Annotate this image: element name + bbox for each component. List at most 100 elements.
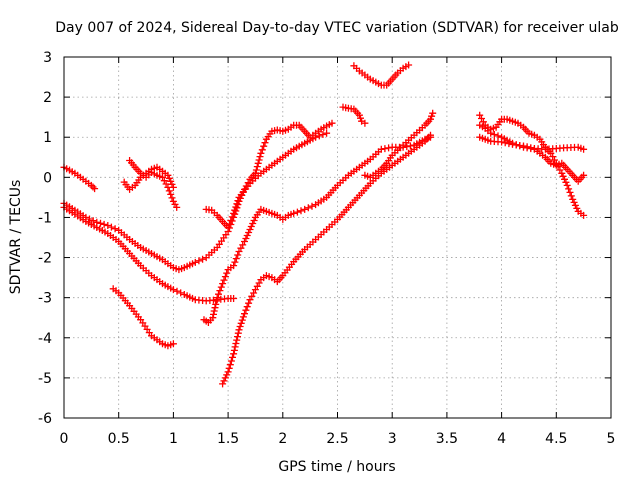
data-point-marker bbox=[199, 255, 207, 263]
data-point-marker bbox=[312, 133, 320, 141]
series-arc-k bbox=[350, 61, 413, 89]
series-arc-l bbox=[361, 109, 437, 181]
data-point-marker bbox=[217, 283, 225, 291]
y-tick-label: 2 bbox=[43, 90, 52, 106]
data-point-marker bbox=[219, 280, 227, 288]
data-point-marker bbox=[168, 194, 176, 202]
data-point-marker bbox=[227, 357, 235, 365]
y-axis-label: SDTVAR / TECUs bbox=[8, 180, 24, 295]
data-point-marker bbox=[241, 310, 248, 318]
data-point-marker bbox=[230, 350, 238, 358]
data-point-marker bbox=[195, 257, 203, 265]
data-point-marker bbox=[246, 226, 254, 233]
data-point-marker bbox=[224, 224, 232, 231]
data-point-marker bbox=[225, 364, 233, 372]
x-tick-label: 3.5 bbox=[436, 431, 458, 447]
data-point-marker bbox=[567, 192, 575, 200]
data-point-marker bbox=[260, 142, 268, 150]
x-tick-label: 2 bbox=[278, 431, 287, 447]
x-tick-label: 4.5 bbox=[545, 431, 567, 447]
y-tick-label: -4 bbox=[38, 331, 52, 347]
data-point-marker bbox=[377, 145, 385, 153]
data-series bbox=[60, 61, 588, 388]
data-point-marker bbox=[571, 201, 579, 209]
x-tick-label: 1 bbox=[169, 431, 178, 447]
data-point-marker bbox=[355, 111, 363, 119]
data-point-marker bbox=[290, 209, 298, 217]
data-point-marker bbox=[241, 238, 248, 245]
data-point-marker bbox=[226, 361, 234, 369]
data-point-marker bbox=[328, 119, 336, 127]
series-arc-i bbox=[219, 131, 434, 388]
x-tick-label: 4 bbox=[497, 431, 506, 447]
x-tick-label: 3 bbox=[388, 431, 397, 447]
data-point-marker bbox=[405, 61, 413, 69]
data-point-marker bbox=[111, 225, 119, 233]
data-point-marker bbox=[381, 145, 389, 153]
data-point-marker bbox=[242, 235, 250, 242]
data-point-marker bbox=[169, 286, 177, 294]
data-point-marker bbox=[230, 346, 238, 354]
data-point-marker bbox=[429, 109, 437, 117]
plot-border bbox=[63, 56, 612, 419]
data-point-marker bbox=[319, 131, 327, 138]
data-point-marker bbox=[213, 294, 221, 302]
data-point-marker bbox=[563, 181, 571, 189]
grid-lines bbox=[64, 57, 611, 418]
data-point-marker bbox=[173, 203, 181, 211]
data-point-marker bbox=[220, 276, 228, 284]
data-point-marker bbox=[255, 156, 263, 164]
x-tick-label: 2.5 bbox=[326, 431, 348, 447]
data-point-marker bbox=[164, 171, 172, 179]
data-point-marker bbox=[242, 306, 250, 314]
data-point-marker bbox=[210, 310, 217, 318]
data-point-marker bbox=[562, 178, 570, 186]
y-tick-labels: -6 -5 -4 -3 -2 -1 0 1 2 3 bbox=[38, 50, 52, 427]
data-point-marker bbox=[231, 258, 239, 266]
data-point-marker bbox=[232, 255, 240, 263]
data-point-marker bbox=[86, 215, 93, 223]
data-point-marker bbox=[427, 115, 434, 123]
data-point-marker bbox=[173, 287, 181, 295]
data-point-marker bbox=[580, 145, 588, 153]
data-point-marker bbox=[227, 217, 235, 224]
data-point-marker bbox=[221, 273, 229, 281]
data-point-marker bbox=[107, 223, 115, 231]
data-point-marker bbox=[565, 185, 573, 193]
data-point-marker bbox=[233, 336, 241, 344]
data-point-marker bbox=[249, 220, 257, 227]
data-point-marker bbox=[527, 145, 535, 153]
data-point-marker bbox=[165, 174, 173, 182]
data-point-marker bbox=[315, 132, 323, 140]
data-point-marker bbox=[239, 313, 247, 321]
data-point-marker bbox=[403, 143, 411, 151]
data-point-marker bbox=[428, 112, 436, 120]
data-point-marker bbox=[257, 149, 265, 157]
x-axis-label: GPS time / hours bbox=[278, 459, 395, 475]
data-point-marker bbox=[210, 307, 218, 315]
data-point-marker bbox=[231, 206, 239, 214]
data-point-marker bbox=[256, 153, 264, 161]
data-point-marker bbox=[221, 374, 229, 382]
data-point-marker bbox=[232, 203, 240, 211]
series-arc-j bbox=[339, 103, 369, 127]
data-point-marker bbox=[304, 204, 312, 212]
data-point-marker bbox=[487, 129, 495, 137]
chart-title: Day 007 of 2024, Sidereal Day-to-day VTE… bbox=[55, 20, 619, 36]
data-point-marker bbox=[569, 195, 577, 203]
x-tick-label: 1.5 bbox=[217, 431, 239, 447]
series-arc-o bbox=[476, 121, 588, 185]
series-arc-g bbox=[200, 133, 434, 326]
series-arc-f bbox=[120, 163, 177, 193]
data-point-marker bbox=[238, 316, 246, 324]
data-point-marker bbox=[209, 314, 217, 322]
series-arc-h bbox=[202, 129, 331, 231]
data-point-marker bbox=[191, 258, 199, 266]
x-tick-labels: 0 0.5 1 1.5 2 2.5 3 3.5 4 4.5 5 bbox=[60, 431, 616, 447]
data-point-marker bbox=[559, 172, 567, 180]
data-point-marker bbox=[243, 303, 251, 311]
y-tick-label: 3 bbox=[43, 50, 52, 66]
data-point-marker bbox=[250, 217, 258, 224]
